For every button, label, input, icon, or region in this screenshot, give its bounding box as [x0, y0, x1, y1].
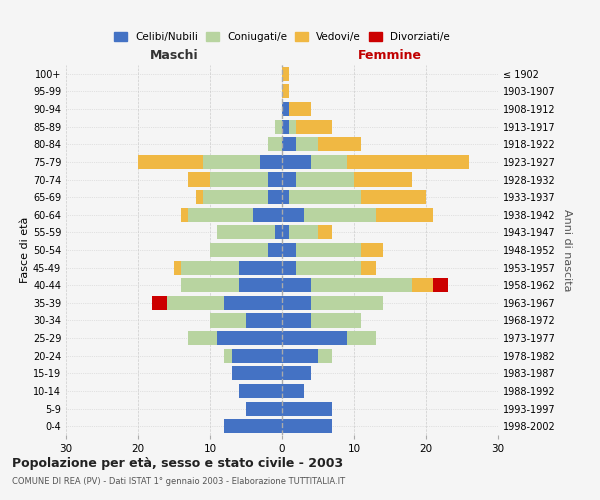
Bar [188, 172, 210, 186]
Bar [188, 331, 217, 345]
Bar [174, 260, 181, 274]
Bar [361, 190, 426, 204]
Bar [304, 208, 376, 222]
Bar [296, 120, 332, 134]
Y-axis label: Anni di nascita: Anni di nascita [562, 209, 572, 291]
Bar [282, 172, 296, 186]
Bar [282, 296, 311, 310]
Bar [217, 226, 275, 239]
Bar [282, 348, 318, 363]
Bar [361, 260, 376, 274]
Bar [239, 260, 282, 274]
Bar [433, 278, 448, 292]
Bar [239, 278, 282, 292]
Bar [275, 120, 282, 134]
Bar [289, 190, 361, 204]
Bar [282, 278, 311, 292]
Bar [282, 190, 289, 204]
Bar [296, 172, 354, 186]
Bar [354, 172, 412, 186]
Bar [203, 155, 260, 169]
Bar [167, 296, 224, 310]
Bar [347, 155, 469, 169]
Bar [282, 67, 289, 81]
Bar [318, 226, 332, 239]
Bar [275, 226, 282, 239]
Bar [296, 243, 361, 257]
Bar [188, 208, 253, 222]
Bar [289, 102, 311, 116]
Bar [260, 155, 282, 169]
Text: Popolazione per età, sesso e stato civile - 2003: Popolazione per età, sesso e stato civil… [12, 458, 343, 470]
Y-axis label: Fasce di età: Fasce di età [20, 217, 30, 283]
Bar [232, 366, 282, 380]
Bar [311, 278, 412, 292]
Bar [282, 243, 296, 257]
Bar [138, 155, 203, 169]
Bar [376, 208, 433, 222]
Bar [347, 331, 376, 345]
Bar [311, 314, 361, 328]
Bar [181, 208, 188, 222]
Bar [296, 260, 361, 274]
Bar [210, 172, 268, 186]
Bar [282, 137, 296, 152]
Bar [203, 190, 268, 204]
Bar [282, 226, 289, 239]
Bar [289, 120, 296, 134]
Bar [181, 260, 239, 274]
Bar [268, 137, 282, 152]
Bar [282, 120, 289, 134]
Bar [246, 402, 282, 415]
Text: COMUNE DI REA (PV) - Dati ISTAT 1° gennaio 2003 - Elaborazione TUTTITALIA.IT: COMUNE DI REA (PV) - Dati ISTAT 1° genna… [12, 478, 345, 486]
Bar [196, 190, 203, 204]
Bar [361, 243, 383, 257]
Bar [210, 314, 246, 328]
Bar [224, 296, 282, 310]
Bar [282, 384, 304, 398]
Bar [318, 348, 332, 363]
Bar [296, 137, 318, 152]
Bar [282, 102, 289, 116]
Bar [152, 296, 167, 310]
Bar [311, 155, 347, 169]
Bar [282, 419, 332, 433]
Bar [181, 278, 239, 292]
Bar [282, 331, 347, 345]
Bar [253, 208, 282, 222]
Bar [268, 190, 282, 204]
Bar [282, 208, 304, 222]
Bar [282, 314, 311, 328]
Bar [217, 331, 282, 345]
Bar [311, 296, 383, 310]
Bar [224, 348, 232, 363]
Bar [268, 243, 282, 257]
Bar [282, 84, 289, 98]
Bar [224, 419, 282, 433]
Bar [282, 402, 332, 415]
Bar [282, 260, 296, 274]
Legend: Celibi/Nubili, Coniugati/e, Vedovi/e, Divorziati/e: Celibi/Nubili, Coniugati/e, Vedovi/e, Di… [110, 28, 454, 46]
Bar [282, 155, 311, 169]
Bar [246, 314, 282, 328]
Bar [412, 278, 433, 292]
Text: Femmine: Femmine [358, 50, 422, 62]
Bar [268, 172, 282, 186]
Bar [232, 348, 282, 363]
Text: Maschi: Maschi [149, 50, 199, 62]
Bar [289, 226, 318, 239]
Bar [282, 366, 311, 380]
Bar [318, 137, 361, 152]
Bar [239, 384, 282, 398]
Bar [210, 243, 268, 257]
